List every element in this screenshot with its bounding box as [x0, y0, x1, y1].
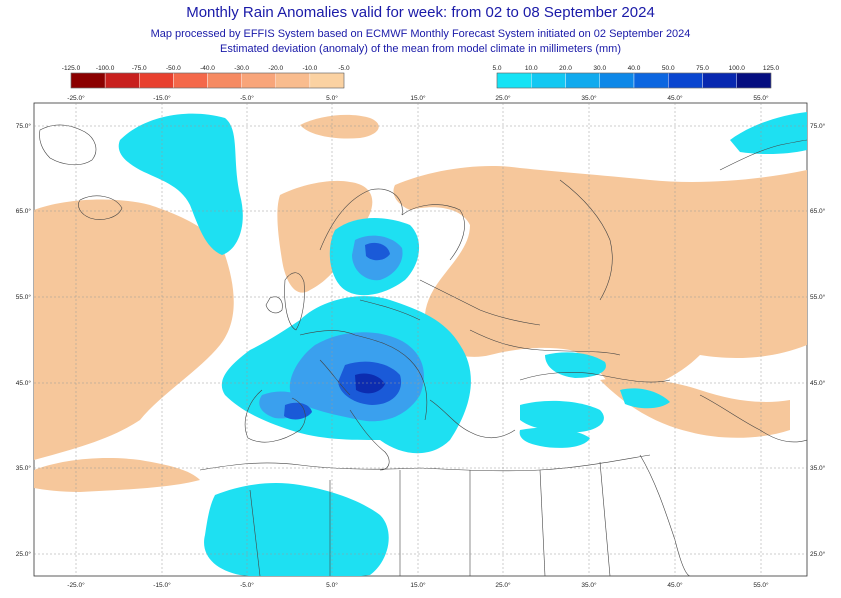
wet-scale-label: 75.0 — [696, 65, 709, 72]
latitude-label: 65.0° — [810, 207, 826, 215]
dry-scale-label: -50.0 — [166, 65, 181, 72]
wet-scale-swatch — [531, 72, 566, 89]
wet-scale-label: 10.0 — [525, 65, 538, 72]
wet-scale-label: 30.0 — [593, 65, 606, 72]
wet-scale-label: 5.0 — [492, 65, 501, 72]
longitude-label: 5.0° — [326, 581, 338, 589]
longitude-label: 55.0° — [753, 94, 769, 102]
wet-scale-swatch — [496, 72, 532, 89]
latitude-label: 65.0° — [16, 207, 32, 215]
wet-scale-swatch — [565, 72, 600, 89]
dry-scale-swatch — [104, 72, 140, 89]
latitude-label: 25.0° — [810, 550, 826, 558]
latitude-label: 45.0° — [16, 379, 32, 387]
coastlines-and-borders — [39, 124, 807, 576]
longitude-label: -25.0° — [67, 581, 85, 589]
wet-scale-border — [496, 72, 772, 89]
longitude-label: 45.0° — [667, 94, 683, 102]
map-title: Monthly Rain Anomalies valid for week: f… — [186, 4, 655, 21]
longitude-label: 25.0° — [495, 581, 511, 589]
dry-scale-label: -75.0 — [132, 65, 147, 72]
longitude-label: -25.0° — [67, 94, 85, 102]
wet-scale-label: 125.0 — [763, 65, 780, 72]
longitude-label: -15.0° — [153, 581, 171, 589]
longitude-label: 35.0° — [581, 581, 597, 589]
wet-scale-label: 40.0 — [628, 65, 641, 72]
latitude-labels-left: 75.0° 65.0° 55.0° 45.0° 35.0° 25.0° — [16, 122, 32, 558]
graticule-lines — [34, 103, 807, 576]
wet-scale-swatch — [668, 72, 703, 89]
latitude-label: 35.0° — [16, 464, 32, 472]
latitude-labels-right: 75.0° 65.0° 55.0° 45.0° 35.0° 25.0° — [810, 122, 826, 558]
latitude-label: 25.0° — [16, 550, 32, 558]
wet-scale-swatch — [736, 72, 772, 89]
dry-scale-label: -100.0 — [96, 65, 115, 72]
longitude-label: 45.0° — [667, 581, 683, 589]
wet-scale-swatch — [599, 72, 635, 89]
longitude-label: 35.0° — [581, 94, 597, 102]
dry-scale-swatch — [275, 72, 311, 89]
dry-scale-swatch — [70, 72, 106, 89]
latitude-label: 45.0° — [810, 379, 826, 387]
longitude-labels-top: -25.0° -15.0° -5.0° 5.0° 15.0° 25.0° 35.0° 45.0… — [67, 94, 769, 102]
longitude-label: 55.0° — [753, 581, 769, 589]
longitude-label: 15.0° — [410, 581, 426, 589]
dry-anomaly-colour-scale: -125.0 -100.0 -75.0 -50.0 -40.0 -30.0 -20.0 -10… — [62, 65, 350, 89]
dry-scale-swatch — [139, 72, 174, 89]
dry-scale-label: -5.0 — [338, 65, 350, 72]
dry-scale-swatch — [173, 72, 208, 89]
longitude-label: 15.0° — [410, 94, 426, 102]
dry-scale-swatch — [309, 72, 345, 89]
latitude-label: 55.0° — [16, 293, 32, 301]
longitude-label: 5.0° — [326, 94, 338, 102]
wet-scale-swatch — [633, 72, 669, 89]
dry-scale-swatch — [207, 72, 242, 89]
wet-scale-label: 100.0 — [729, 65, 746, 72]
dry-scale-label: -40.0 — [200, 65, 215, 72]
dry-anomaly-areas — [34, 114, 807, 492]
longitude-label: -15.0° — [153, 94, 171, 102]
latitude-label: 75.0° — [16, 122, 32, 130]
map-subtitle-description: Estimated deviation (anomaly) of the mea… — [219, 43, 622, 55]
latitude-label: 35.0° — [810, 464, 826, 472]
dry-scale-label: -125.0 — [62, 65, 81, 72]
latitude-label: 55.0° — [810, 293, 826, 301]
wet-scale-swatch — [702, 72, 737, 89]
wet-anomaly-extreme-areas — [355, 373, 385, 394]
wet-scale-label: 50.0 — [662, 65, 675, 72]
wet-anomaly-colour-scale: 5.0 10.0 20.0 30.0 40.0 50.0 75.0 100.0 125.0 — [492, 65, 780, 89]
dry-scale-swatch — [241, 72, 276, 89]
dry-scale-label: -20.0 — [268, 65, 283, 72]
dry-scale-border — [70, 72, 345, 89]
longitude-label: -5.0° — [240, 581, 254, 589]
longitude-labels-bottom: -25.0° -15.0° -5.0° 5.0° 15.0° 25.0° 35.0° 45.0… — [67, 581, 769, 589]
dry-scale-label: -10.0 — [302, 65, 317, 72]
longitude-label: -5.0° — [240, 94, 254, 102]
map-subtitle-source: Map processed by EFFIS System based on E… — [150, 28, 691, 40]
dry-scale-label: -30.0 — [234, 65, 249, 72]
longitude-label: 25.0° — [495, 94, 511, 102]
latitude-label: 75.0° — [810, 122, 826, 130]
wet-scale-label: 20.0 — [559, 65, 572, 72]
